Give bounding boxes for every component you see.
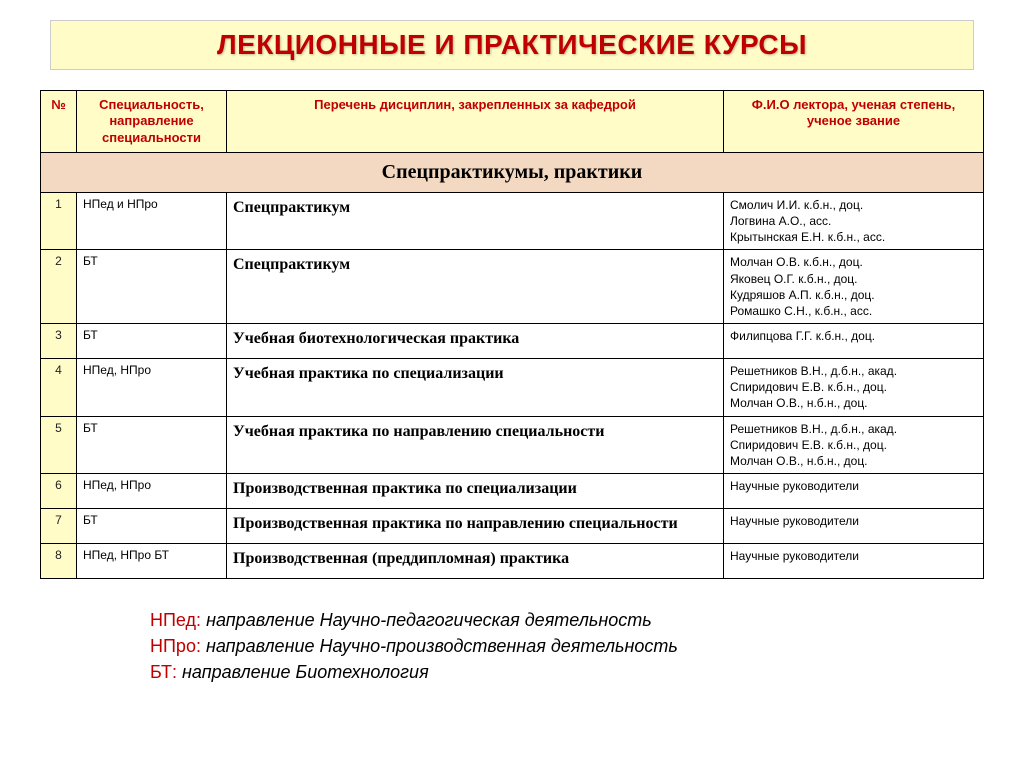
row-speciality: БТ (77, 324, 227, 359)
lecturer-line: Научные руководители (730, 548, 977, 564)
table-row: 6НПед, НПроПроизводственная практика по … (41, 474, 984, 509)
col-header-spec: Специальность, направление специальности (77, 91, 227, 153)
row-speciality: БТ (77, 250, 227, 324)
row-speciality: НПед, НПро (77, 359, 227, 417)
table-header-row: № Специальность, направление специальнос… (41, 91, 984, 153)
table-row: 3БТУчебная биотехнологическая практика Фи… (41, 324, 984, 359)
courses-table: № Специальность, направление специальнос… (40, 90, 984, 579)
row-lecturers: Решетников В.Н., д.б.н., акад.Спиридович… (724, 359, 984, 417)
table-row: 5БТУчебная практика по направлению специ… (41, 416, 984, 474)
table-row: 2БТСпецпрактикумМолчан О.В. к.б.н., доц.… (41, 250, 984, 324)
row-number: 4 (41, 359, 77, 417)
legend-desc: направление Научно-педагогическая деятел… (206, 610, 652, 630)
row-discipline: Учебная практика по специализации (227, 359, 724, 417)
row-number: 3 (41, 324, 77, 359)
lecturer-line: Логвина А.О., асс. (730, 213, 977, 229)
row-discipline: Учебная практика по направлению специаль… (227, 416, 724, 474)
lecturer-line: Решетников В.Н., д.б.н., акад. (730, 363, 977, 379)
row-discipline: Производственная (преддипломная) практик… (227, 544, 724, 579)
legend-abbr: НПед: (150, 610, 206, 630)
col-header-num: № (41, 91, 77, 153)
section-title: Спецпрактикумы, практики (41, 152, 984, 192)
page-title: ЛЕКЦИОННЫЕ И ПРАКТИЧЕСКИЕ КУРСЫ (51, 29, 973, 61)
lecturer-line: Молчан О.В., н.б.н., доц. (730, 395, 977, 411)
row-lecturers: Смолич И.И. к.б.н., доц.Логвина А.О., ас… (724, 192, 984, 250)
lecturer-line: Молчан О.В., н.б.н., доц. (730, 453, 977, 469)
legend-desc: направление Биотехнология (182, 662, 429, 682)
row-speciality: БТ (77, 416, 227, 474)
row-discipline: Производственная практика по направлению… (227, 509, 724, 544)
row-speciality: БТ (77, 509, 227, 544)
row-lecturers: Решетников В.Н., д.б.н., акад.Спиридович… (724, 416, 984, 474)
legend-desc: направление Научно-производственная деят… (206, 636, 678, 656)
lecturer-line: Молчан О.В. к.б.н., доц. (730, 254, 977, 270)
lecturer-line: Спиридович Е.В. к.б.н., доц. (730, 379, 977, 395)
table-row: 7БТПроизводственная практика по направле… (41, 509, 984, 544)
lecturer-line: Кудряшов А.П. к.б.н., доц. (730, 287, 977, 303)
legend-abbr: БТ: (150, 662, 182, 682)
legend-line: НПро: направление Научно-производственна… (150, 633, 984, 659)
row-lecturers: Научные руководители (724, 474, 984, 509)
row-lecturers: Филипцова Г.Г. к.б.н., доц. (724, 324, 984, 359)
row-discipline: Спецпрактикум (227, 250, 724, 324)
row-number: 1 (41, 192, 77, 250)
row-discipline: Спецпрактикум (227, 192, 724, 250)
lecturer-line: Крытынская Е.Н. к.б.н., асс. (730, 229, 977, 245)
row-number: 2 (41, 250, 77, 324)
table-row: 8НПед, НПро БТПроизводственная (преддипл… (41, 544, 984, 579)
row-discipline: Производственная практика по специализац… (227, 474, 724, 509)
table-row: 4НПед, НПроУчебная практика по специализ… (41, 359, 984, 417)
col-header-disc: Перечень дисциплин, закрепленных за кафе… (227, 91, 724, 153)
lecturer-line: Решетников В.Н., д.б.н., акад. (730, 421, 977, 437)
lecturer-line: Яковец О.Г. к.б.н., доц. (730, 271, 977, 287)
row-speciality: НПед, НПро (77, 474, 227, 509)
legend-abbr: НПро: (150, 636, 206, 656)
section-row: Спецпрактикумы, практики (41, 152, 984, 192)
col-header-fio: Ф.И.О лектора, ученая степень, ученое зв… (724, 91, 984, 153)
lecturer-line: Научные руководители (730, 513, 977, 529)
row-lecturers: Научные руководители (724, 509, 984, 544)
lecturer-line: Спиридович Е.В. к.б.н., доц. (730, 437, 977, 453)
row-number: 6 (41, 474, 77, 509)
legend-line: НПед: направление Научно-педагогическая … (150, 607, 984, 633)
table-row: 1НПед и НПроСпецпрактикумСмолич И.И. к.б… (41, 192, 984, 250)
row-number: 7 (41, 509, 77, 544)
lecturer-line: Научные руководители (730, 478, 977, 494)
row-number: 8 (41, 544, 77, 579)
row-lecturers: Научные руководители (724, 544, 984, 579)
row-lecturers: Молчан О.В. к.б.н., доц.Яковец О.Г. к.б.… (724, 250, 984, 324)
row-discipline: Учебная биотехнологическая практика (227, 324, 724, 359)
legend-block: НПед: направление Научно-педагогическая … (150, 607, 984, 685)
row-speciality: НПед и НПро (77, 192, 227, 250)
lecturer-line: Филипцова Г.Г. к.б.н., доц. (730, 328, 977, 344)
lecturer-line: Смолич И.И. к.б.н., доц. (730, 197, 977, 213)
legend-line: БТ: направление Биотехнология (150, 659, 984, 685)
title-bar: ЛЕКЦИОННЫЕ И ПРАКТИЧЕСКИЕ КУРСЫ (50, 20, 974, 70)
row-number: 5 (41, 416, 77, 474)
lecturer-line: Ромашко С.Н., к.б.н., асс. (730, 303, 977, 319)
row-speciality: НПед, НПро БТ (77, 544, 227, 579)
